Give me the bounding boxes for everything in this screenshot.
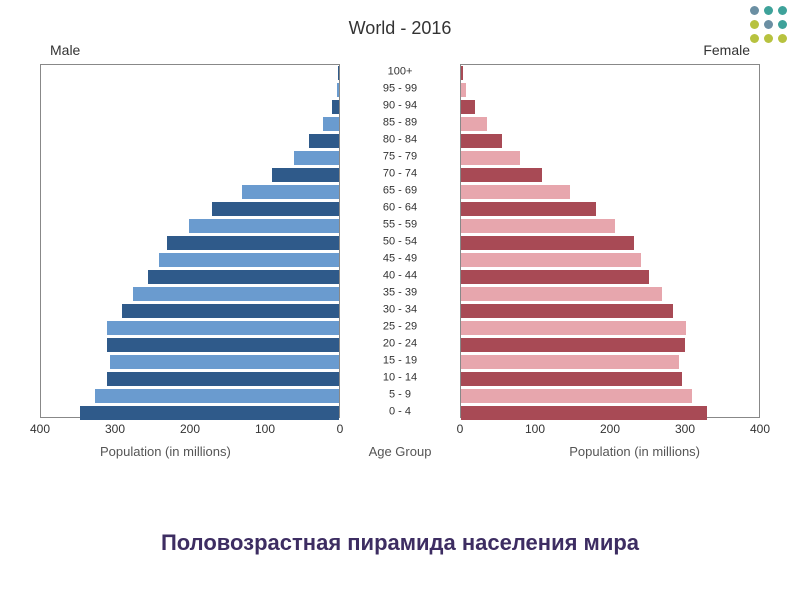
age-label: 30 - 34	[340, 304, 460, 315]
age-label: 10 - 14	[340, 372, 460, 383]
female-bar	[461, 355, 679, 369]
male-bar	[338, 66, 339, 80]
slide-caption: Половозрастная пирамида населения мира	[0, 530, 800, 556]
male-bar	[80, 406, 339, 420]
age-label: 45 - 49	[340, 253, 460, 264]
male-bar	[122, 304, 340, 318]
dot-icon	[778, 20, 787, 29]
x-axis: 00100100200200300300400400	[40, 422, 760, 436]
male-bar	[242, 185, 340, 199]
male-bar	[133, 287, 339, 301]
age-label: 0 - 4	[340, 406, 460, 417]
age-label: 90 - 94	[340, 100, 460, 111]
male-bar	[189, 219, 339, 233]
female-bar	[461, 185, 570, 199]
pyramid-chart: World - 2016 Male Female 100+ 95 - 99 90 -…	[40, 18, 760, 478]
female-bar	[461, 372, 682, 386]
female-bar	[461, 338, 685, 352]
male-bar	[294, 151, 339, 165]
xtick: 100	[525, 422, 545, 436]
male-bar	[272, 168, 340, 182]
xtick: 400	[30, 422, 50, 436]
age-label: 50 - 54	[340, 236, 460, 247]
female-bar	[461, 406, 707, 420]
age-label: 80 - 84	[340, 134, 460, 145]
female-bar	[461, 66, 463, 80]
male-bar	[323, 117, 340, 131]
xtick: 300	[675, 422, 695, 436]
female-bar	[461, 389, 692, 403]
male-bar	[309, 134, 339, 148]
male-bar	[148, 270, 339, 284]
female-bar	[461, 100, 475, 114]
female-bar	[461, 236, 634, 250]
dot-icon	[750, 6, 759, 15]
xtick: 0	[457, 422, 464, 436]
chart-title: World - 2016	[40, 18, 760, 39]
male-bar	[332, 100, 340, 114]
dot-icon	[764, 20, 773, 29]
age-axis: 100+ 95 - 99 90 - 94 85 - 89 80 - 84 75 - 79 7…	[340, 64, 460, 418]
female-bar	[461, 287, 662, 301]
plot-area: 100+ 95 - 99 90 - 94 85 - 89 80 - 84 75 - 79 7…	[40, 64, 760, 418]
xtick: 100	[255, 422, 275, 436]
male-bar	[107, 372, 340, 386]
male-bar	[95, 389, 339, 403]
female-bar	[461, 321, 686, 335]
xtick: 0	[337, 422, 344, 436]
female-bar	[461, 202, 596, 216]
male-panel	[40, 64, 340, 418]
age-label: 55 - 59	[340, 219, 460, 230]
female-bar	[461, 151, 520, 165]
female-bar	[461, 253, 641, 267]
dot-icon	[764, 6, 773, 15]
age-label: 15 - 19	[340, 355, 460, 366]
age-label: 70 - 74	[340, 168, 460, 179]
dot-icon	[750, 34, 759, 43]
male-bar	[167, 236, 340, 250]
female-bar	[461, 304, 673, 318]
age-label: 25 - 29	[340, 321, 460, 332]
xtick: 300	[105, 422, 125, 436]
female-bar	[461, 117, 487, 131]
female-bar	[461, 134, 502, 148]
dot-icon	[778, 34, 787, 43]
male-label: Male	[50, 42, 80, 58]
female-bar	[461, 270, 649, 284]
female-bar	[461, 168, 542, 182]
age-label: 40 - 44	[340, 270, 460, 281]
age-label: 35 - 39	[340, 287, 460, 298]
xtick: 200	[600, 422, 620, 436]
female-bar	[461, 219, 615, 233]
age-label: 65 - 69	[340, 185, 460, 196]
male-bar	[110, 355, 339, 369]
male-bar	[212, 202, 340, 216]
age-label: 75 - 79	[340, 151, 460, 162]
xtick: 200	[180, 422, 200, 436]
age-label: 60 - 64	[340, 202, 460, 213]
age-label: 100+	[340, 66, 460, 77]
female-label: Female	[703, 42, 750, 58]
age-label: 20 - 24	[340, 338, 460, 349]
xaxis-label-right: Population (in millions)	[569, 444, 700, 459]
female-panel	[460, 64, 760, 418]
dot-icon	[764, 34, 773, 43]
male-bar	[107, 321, 340, 335]
age-label: 5 - 9	[340, 389, 460, 400]
dot-icon	[750, 20, 759, 29]
age-label: 85 - 89	[340, 117, 460, 128]
dot-icon	[778, 6, 787, 15]
female-bar	[461, 83, 466, 97]
male-bar	[337, 83, 339, 97]
male-bar	[159, 253, 339, 267]
male-bar	[107, 338, 340, 352]
xtick: 400	[750, 422, 770, 436]
age-label: 95 - 99	[340, 83, 460, 94]
